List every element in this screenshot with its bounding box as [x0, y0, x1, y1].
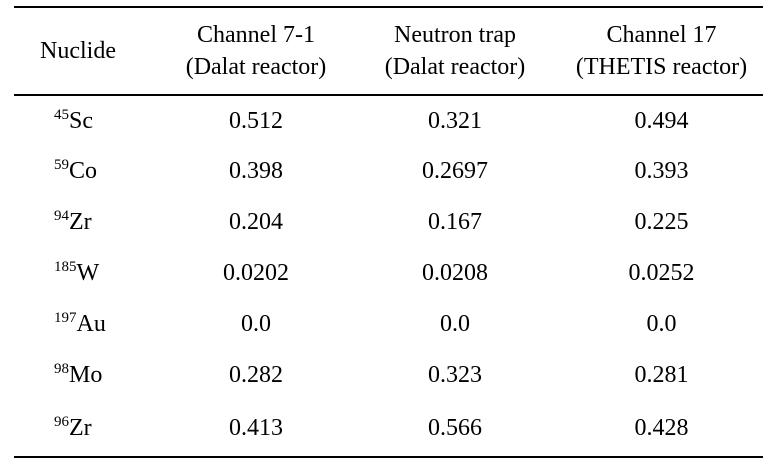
value-neutron-trap: 0.0208 [422, 260, 488, 286]
data-table-container: Nuclide Channel 7-1 (Dalat reactor) Neut… [14, 6, 763, 458]
value-neutron-trap: 0.0 [440, 311, 470, 337]
mass-number: 45 [54, 106, 69, 123]
header-channel-7-1: Channel 7-1 (Dalat reactor) [162, 7, 350, 95]
element-symbol: Mo [69, 362, 103, 388]
nuclide-cell: 45Sc [14, 95, 162, 146]
mass-number: 185 [54, 259, 77, 275]
element-symbol: Sc [69, 107, 93, 134]
header-channel-7-1-line1: Channel 7-1 [197, 22, 315, 48]
value-channel-7-1: 0.512 [229, 107, 283, 134]
value-channel-7-1: 0.413 [229, 415, 283, 441]
value-channel-7-1: 0.0202 [223, 260, 289, 286]
header-neutron-trap-line1: Neutron trap [394, 22, 516, 48]
header-channel-7-1-line2: (Dalat reactor) [185, 54, 327, 80]
mass-number: 94 [54, 208, 69, 224]
table-row: 45Sc 0.512 0.321 0.494 [14, 95, 763, 146]
header-nuclide: Nuclide [40, 38, 116, 64]
element-symbol: Zr [69, 209, 92, 235]
header-channel-17-line2: (THETIS reactor) [575, 54, 748, 80]
header-neutron-trap: Neutron trap (Dalat reactor) [350, 7, 560, 95]
element-symbol: Co [69, 158, 98, 184]
nuclide-cell: 98Mo [14, 350, 162, 401]
value-neutron-trap: 0.2697 [422, 158, 488, 184]
table-row: 98Mo 0.282 0.323 0.281 [14, 350, 763, 401]
nuclide-cell: 59Co [14, 146, 162, 197]
value-channel-7-1: 0.0 [241, 311, 271, 337]
header-channel-17-line1: Channel 17 [606, 22, 717, 48]
mass-number: 96 [54, 414, 69, 430]
value-channel-17: 0.0252 [628, 260, 695, 286]
header-neutron-trap-line2: (Dalat reactor) [384, 54, 526, 80]
element-symbol: Zr [69, 415, 92, 441]
table-row: 197Au 0.0 0.0 0.0 [14, 299, 763, 350]
value-channel-17: 0.428 [634, 415, 689, 441]
nuclide-cell: 96Zr [14, 401, 162, 457]
mass-number: 197 [54, 310, 77, 326]
value-neutron-trap: 0.566 [428, 415, 482, 441]
table-body: 45Sc 0.512 0.321 0.494 59Co 0.398 0.2697… [14, 95, 763, 457]
mass-number: 59 [54, 157, 69, 173]
nuclide-cell: 185W [14, 248, 162, 299]
value-channel-17: 0.225 [634, 209, 689, 235]
nuclide-cell: 94Zr [14, 197, 162, 248]
value-channel-7-1: 0.398 [229, 158, 283, 184]
value-neutron-trap: 0.323 [428, 362, 482, 388]
header-channel-17: Channel 17 (THETIS reactor) [560, 7, 763, 95]
value-channel-17: 0.0 [646, 311, 677, 337]
value-channel-7-1: 0.204 [229, 209, 283, 235]
mass-number: 98 [54, 361, 69, 377]
table-header: Nuclide Channel 7-1 (Dalat reactor) Neut… [14, 7, 763, 95]
table-row: 94Zr 0.204 0.167 0.225 [14, 197, 763, 248]
nuclide-parameter-table: Nuclide Channel 7-1 (Dalat reactor) Neut… [14, 6, 763, 458]
nuclide-cell: 197Au [14, 299, 162, 350]
value-neutron-trap: 0.321 [428, 107, 482, 134]
value-channel-17: 0.393 [634, 158, 689, 184]
header-row: Nuclide Channel 7-1 (Dalat reactor) Neut… [14, 7, 763, 95]
element-symbol: Au [76, 311, 106, 337]
table-row: 96Zr 0.413 0.566 0.428 [14, 401, 763, 457]
table-row: 185W 0.0202 0.0208 0.0252 [14, 248, 763, 299]
value-channel-17: 0.281 [634, 362, 689, 388]
value-neutron-trap: 0.167 [428, 209, 482, 235]
value-channel-17: 0.494 [634, 107, 689, 134]
value-channel-7-1: 0.282 [229, 362, 283, 388]
element-symbol: W [76, 260, 100, 286]
table-row: 59Co 0.398 0.2697 0.393 [14, 146, 763, 197]
